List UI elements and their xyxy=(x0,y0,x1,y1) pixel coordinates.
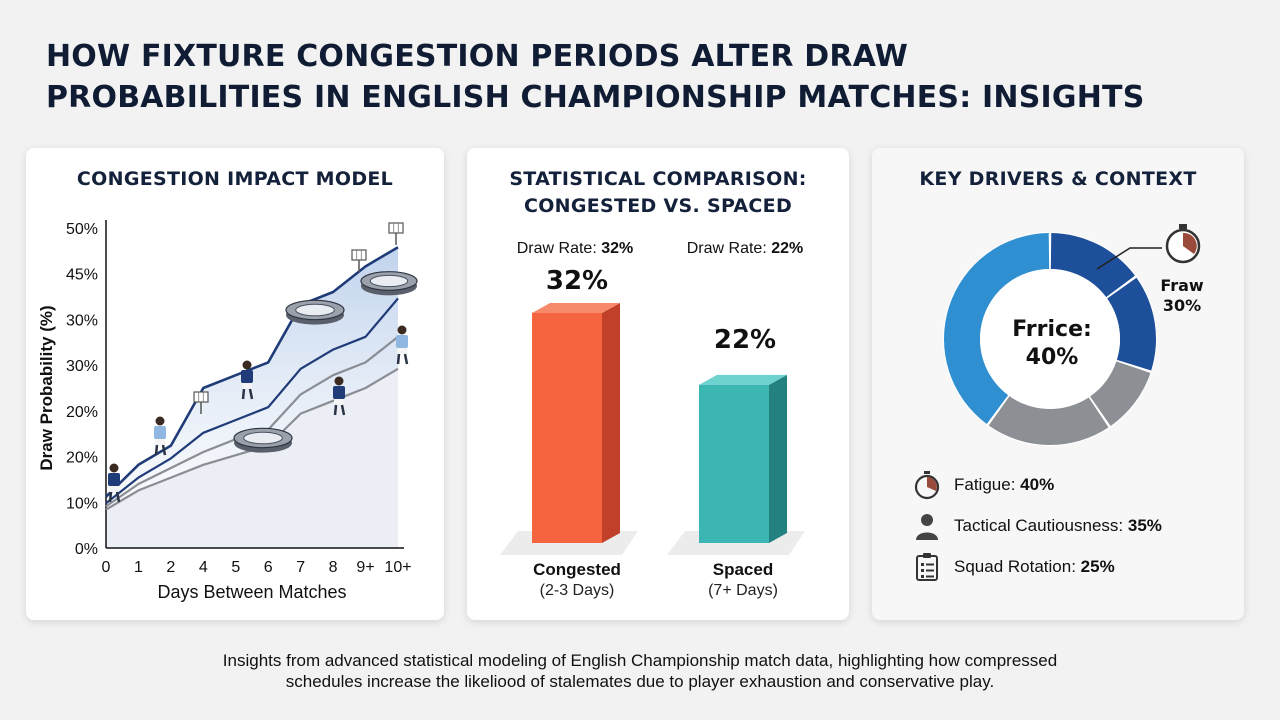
y-tick-label: 45% xyxy=(66,267,98,284)
donut-center-label: Frrice: 40% xyxy=(982,316,1122,372)
statistical-comparison-title-line-1: STATISTICAL COMPARISON: xyxy=(509,168,807,190)
congestion-impact-panel: CONGESTION IMPACT MODEL 0% 10% 20% 20% 30% 30… xyxy=(26,148,444,620)
x-tick-label: 10+ xyxy=(384,559,411,576)
statistical-comparison-panel: STATISTICAL COMPARISON: CONGESTED VS. SP… xyxy=(467,148,849,620)
x-tick-label: 0 xyxy=(102,559,111,576)
congested-draw-rate-header: Draw Rate: 32% xyxy=(495,240,655,258)
player-icon xyxy=(241,360,254,400)
donut-callout-value: 30% xyxy=(1162,296,1202,315)
floodlight-icon xyxy=(351,249,367,272)
floodlight-icon xyxy=(388,222,404,245)
congested-draw-rate-value: 32% xyxy=(601,240,634,257)
y-tick-label: 0% xyxy=(75,541,98,558)
donut-slice-dark-blue-a xyxy=(1050,233,1136,298)
series-line-2 xyxy=(105,297,399,505)
x-tick-label: 7 xyxy=(296,559,305,576)
y-tick-label: 20% xyxy=(66,404,98,421)
player-icon xyxy=(396,325,409,365)
page-title: HOW FIXTURE CONGESTION PERIODS ALTER DRA… xyxy=(46,36,1246,118)
donut-hole xyxy=(980,269,1120,409)
bar-spaced xyxy=(699,374,787,543)
donut-slice-gray-a xyxy=(1090,361,1151,426)
donut-callout-label: Fraw 30% xyxy=(1152,276,1212,316)
footer-line-1: Insights from advanced statistical model… xyxy=(222,651,1058,670)
congested-draw-rate-label: Draw Rate: xyxy=(516,240,597,257)
congested-category-note: (2-3 Days) xyxy=(539,582,615,599)
stadium-icon xyxy=(285,299,345,325)
donut-slice-gray-b xyxy=(988,396,1109,446)
donut-center-value: 40% xyxy=(1025,345,1079,370)
player-icon xyxy=(154,416,167,456)
bar-chart xyxy=(500,303,805,555)
key-drivers-panel: KEY DRIVERS & CONTEXT Frrice: 40% Fraw 3… xyxy=(872,148,1244,620)
y-tick-label: 50% xyxy=(66,221,98,238)
player-icon xyxy=(108,463,121,503)
statistical-comparison-title: STATISTICAL COMPARISON: CONGESTED VS. SP… xyxy=(467,166,849,220)
bar-congested xyxy=(532,303,620,543)
donut-center-name: Frrice: xyxy=(1012,317,1092,342)
spaced-draw-rate-header: Draw Rate: 22% xyxy=(665,240,825,258)
x-tick-label: 9+ xyxy=(356,559,374,576)
clipboard-icon xyxy=(916,553,938,581)
spaced-value-label: 22% xyxy=(713,325,777,355)
lower-area xyxy=(106,368,398,548)
spaced-draw-rate-value: 22% xyxy=(771,240,804,257)
stadium-icon xyxy=(360,271,418,296)
stadium-icon xyxy=(233,427,293,453)
y-tick-label: 20% xyxy=(66,450,98,467)
y-tick-label: 30% xyxy=(66,358,98,375)
player-icon xyxy=(333,376,346,416)
spaced-draw-rate-label: Draw Rate: xyxy=(686,240,767,257)
y-tick-label: 10% xyxy=(66,495,98,512)
driver-tactical-value: 35% xyxy=(1127,516,1162,535)
x-tick-label: 6 xyxy=(264,559,273,576)
driver-fatigue-label: Fatigue: xyxy=(954,475,1016,494)
footer-caption: Insights from advanced statistical model… xyxy=(80,650,1200,692)
page-title-line-1: HOW FIXTURE CONGESTION PERIODS ALTER DRA… xyxy=(46,39,909,74)
y-tick-label: 30% xyxy=(66,312,98,329)
x-tick-label: 5 xyxy=(231,559,240,576)
line-chart: 0% 10% 20% 20% 30% 30% 45% 50% 0 1 2 4 5 6 7 8 9+ 10+ Days… xyxy=(37,220,418,602)
x-tick-label: 4 xyxy=(199,559,208,576)
key-drivers-title: KEY DRIVERS & CONTEXT xyxy=(919,168,1197,190)
series-line-1 xyxy=(105,246,399,498)
stopwatch-icon xyxy=(914,471,940,500)
donut-chart xyxy=(943,224,1201,446)
statistical-comparison-title-line-2: CONGESTED VS. SPACED xyxy=(523,195,793,217)
y-axis-title: Draw Probability (%) xyxy=(37,305,56,470)
driver-rotation: Squad Rotation: 25% xyxy=(912,550,1115,584)
footer-line-2: schedules increase the likeliood of stal… xyxy=(285,672,995,691)
floodlight-icon xyxy=(193,391,209,414)
congested-category-label: Congested xyxy=(533,560,621,579)
driver-rotation-value: 25% xyxy=(1080,557,1115,576)
x-tick-label: 2 xyxy=(166,559,175,576)
congestion-impact-title: CONGESTION IMPACT MODEL xyxy=(76,168,394,190)
spaced-category-note: (7+ Days) xyxy=(708,582,778,599)
driver-tactical: Tactical Cautiousness: 35% xyxy=(912,509,1162,543)
driver-rotation-label: Squad Rotation: xyxy=(954,557,1076,576)
donut-slice-dark-blue-b xyxy=(1107,277,1156,371)
x-tick-label: 8 xyxy=(329,559,338,576)
donut-slice-light-blue xyxy=(944,233,1050,425)
x-tick-label: 1 xyxy=(134,559,143,576)
congested-value-label: 32% xyxy=(545,266,609,296)
driver-fatigue-value: 40% xyxy=(1020,475,1055,494)
driver-tactical-label: Tactical Cautiousness: xyxy=(954,516,1124,535)
callout-leader-line xyxy=(1096,247,1162,270)
page-title-line-2: PROBABILITIES IN ENGLISH CHAMPIONSHIP MA… xyxy=(46,80,1145,115)
x-axis-title: Days Between Matches xyxy=(157,582,346,602)
donut-callout-name: Fraw xyxy=(1160,276,1204,295)
stopwatch-icon xyxy=(1165,224,1201,264)
driver-fatigue: Fatigue: 40% xyxy=(912,468,1054,502)
spaced-category-label: Spaced xyxy=(712,560,774,579)
person-icon xyxy=(916,514,938,540)
